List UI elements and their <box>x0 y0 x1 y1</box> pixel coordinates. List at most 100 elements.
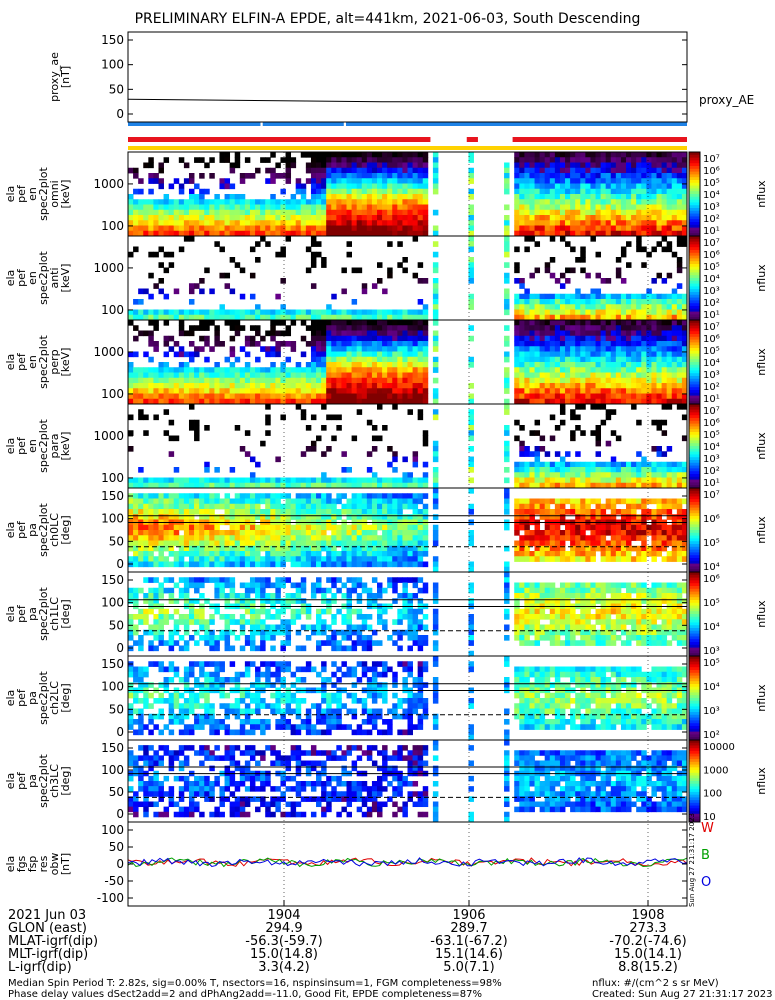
panel-1-cell <box>666 188 673 195</box>
panel-5-cell <box>468 561 474 568</box>
panel-5-cell <box>183 493 190 499</box>
panel-3-cell <box>605 325 612 331</box>
panel-1-cell <box>351 152 358 158</box>
panel-5-cell <box>138 530 144 536</box>
panel-2-cell <box>194 283 200 289</box>
panel-3-cell <box>529 335 535 342</box>
panel-3-cell <box>524 351 530 358</box>
panel-1-cell <box>229 209 236 216</box>
panel-3-cell <box>310 377 317 384</box>
panel-1-cell <box>519 167 525 174</box>
panel-3-cell <box>570 341 576 347</box>
panel-5-cell <box>585 514 591 520</box>
panel-3-cell <box>575 367 581 373</box>
panel-5-cell <box>163 535 170 541</box>
panel-2-colorbar-cell <box>689 283 700 287</box>
panel-1-cell <box>153 220 159 226</box>
panel-1-cell <box>565 199 571 205</box>
panel-4-cell <box>265 414 271 421</box>
panel-5-cell <box>620 535 627 541</box>
panel-3-cell <box>402 356 408 363</box>
panel-3-cell <box>204 356 210 363</box>
panel-3-cell <box>539 383 546 389</box>
panel-5-cell <box>422 509 429 515</box>
panel-5-cell <box>209 509 215 515</box>
panel-3-cell <box>549 398 556 405</box>
panel-1-cell <box>316 220 322 226</box>
panel-3-cell <box>631 341 637 347</box>
panel-1-cell <box>351 199 358 205</box>
panel-2-cell <box>153 309 159 316</box>
panel-5-cell <box>331 540 337 547</box>
panel-3-cell <box>382 362 388 368</box>
panel-5-cell <box>249 493 256 499</box>
panel-2-cell <box>620 299 627 305</box>
panel-4-cell <box>468 409 474 415</box>
panel-5-cell <box>615 551 622 557</box>
panel-1-cell <box>336 209 342 216</box>
panel-3-cell <box>234 398 241 405</box>
panel-3-cell <box>656 377 662 384</box>
panel-5-cell <box>138 556 144 562</box>
panel-5-cell <box>341 493 347 499</box>
panel-1-cell <box>610 215 617 221</box>
panel-1-cell <box>504 173 510 179</box>
panel-3-cell <box>285 372 292 379</box>
panel-1-cell <box>361 194 368 200</box>
panel-5-cell <box>565 535 571 541</box>
panel-5-cell <box>295 545 302 552</box>
panel-3-cell <box>412 325 419 331</box>
panel-4-cell <box>321 482 327 489</box>
panel-2-cell <box>549 314 556 321</box>
panel-4-cell <box>636 477 642 484</box>
panel-3-cell <box>270 367 276 373</box>
panel-1-cell <box>290 157 297 163</box>
panel-3-cell <box>178 320 185 326</box>
panel-2-cell <box>402 257 408 263</box>
panel-2-cell <box>270 309 276 316</box>
panel-1-cell <box>188 199 195 205</box>
panel-5-cell <box>290 556 297 562</box>
panel-1-cell <box>148 188 154 195</box>
panel-5-cell <box>397 545 403 552</box>
panel-2-ytick-label: 1000 <box>93 261 124 275</box>
panel-1-cell <box>158 215 164 221</box>
panel-3-cell <box>316 330 322 337</box>
panel-1-cell <box>316 199 322 205</box>
panel-4-cell <box>331 477 337 484</box>
panel-3-cell <box>636 377 642 384</box>
panel-3-cell <box>468 325 474 331</box>
panel-3-cell <box>529 362 535 368</box>
panel-5-cell <box>224 514 231 520</box>
panel-3-cell <box>524 372 530 379</box>
panel-5-cell <box>209 493 215 499</box>
panel-4-cell <box>341 482 347 489</box>
panel-2-cell <box>565 241 571 247</box>
panel-5-cell <box>346 514 352 520</box>
panel-1-cell <box>412 220 419 226</box>
panel-1-cell <box>641 152 647 158</box>
panel-1-cell <box>143 215 149 221</box>
panel-3-cell <box>148 341 154 347</box>
panel-1-cell <box>153 225 159 232</box>
panel-5-cell <box>158 551 164 557</box>
panel-5-cell <box>397 540 403 547</box>
panel-3-cell <box>407 325 413 331</box>
panel-2-cell <box>524 293 530 300</box>
panel-3-cell <box>361 320 368 326</box>
panel-3-cell <box>539 351 546 358</box>
panel-2-cell <box>285 309 292 316</box>
panel-3-cell <box>575 325 581 331</box>
panel-1-cell <box>615 162 622 169</box>
panel-3-cell <box>620 351 627 358</box>
panel-5-cell <box>341 535 347 541</box>
panel-1-cell <box>600 215 607 221</box>
panel-1-cell <box>138 199 144 205</box>
panel-5-cell <box>285 556 292 562</box>
panel-3-cell <box>255 372 261 379</box>
panel-3-cell <box>676 330 683 337</box>
panel-5-cell <box>178 545 185 552</box>
panel-5-cell <box>412 540 419 547</box>
panel-3-cell <box>382 367 388 373</box>
panel-1-cell <box>407 167 413 174</box>
